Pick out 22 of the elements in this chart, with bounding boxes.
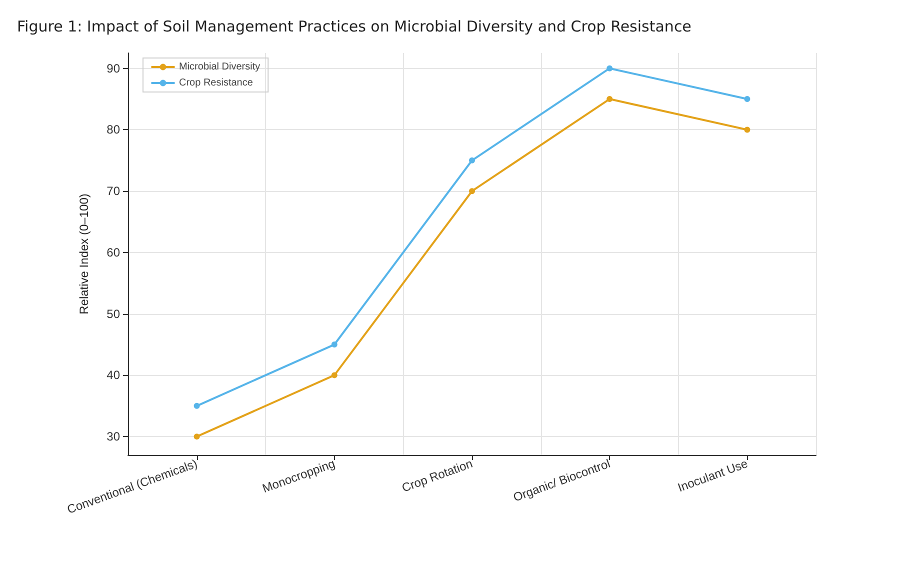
point — [606, 96, 613, 102]
y-axis-title: Relative Index (0–100) — [77, 194, 91, 314]
point — [194, 434, 200, 440]
y-tick-label: 60 — [106, 245, 120, 260]
y-tick-label: 50 — [106, 306, 120, 321]
y-tick-label: 90 — [106, 61, 120, 76]
point — [331, 342, 338, 348]
y-tick-label: 70 — [106, 184, 120, 198]
y-tick-label: 30 — [106, 430, 120, 444]
point — [744, 96, 750, 102]
y-tick-label: 40 — [106, 368, 120, 382]
point — [331, 372, 338, 378]
legend-label: Microbial Diversity — [179, 62, 260, 72]
point — [744, 126, 750, 133]
y-tick-label: 80 — [106, 122, 120, 137]
chart-title: Figure 1: Impact of Soil Management Practices on Microbial Diversity and Crop Resistance — [17, 18, 692, 36]
x-tick-label: Crop Rotation — [400, 456, 474, 495]
point — [469, 188, 475, 194]
point — [606, 65, 613, 72]
legend-label: Crop Resistance — [179, 78, 254, 88]
point — [469, 157, 475, 164]
point — [194, 402, 200, 409]
